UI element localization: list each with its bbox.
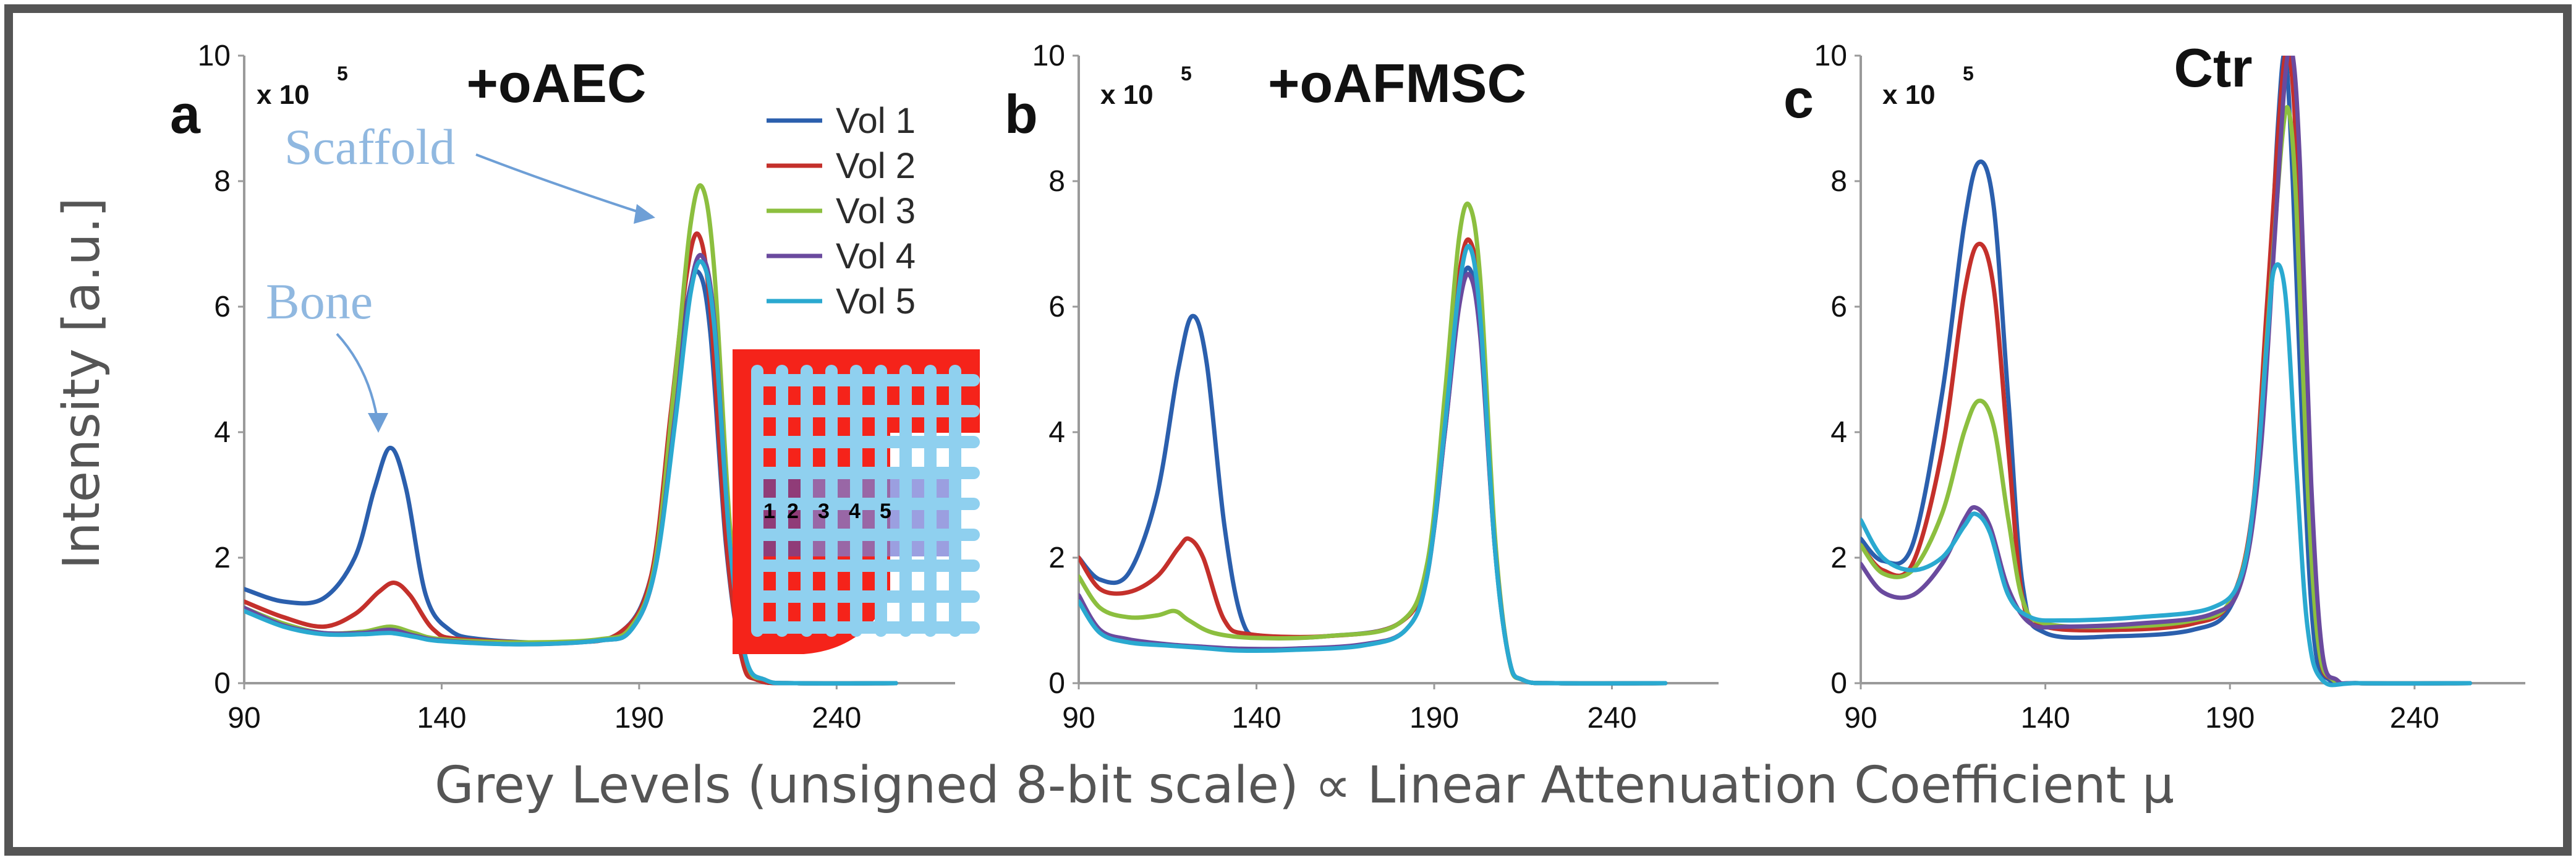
y-scale-exponent-b: 5	[1181, 62, 1192, 85]
y-scale-exponent-c: 5	[1963, 62, 1974, 85]
x-tick-label-b-190: 190	[1409, 702, 1459, 734]
scaffold-arrowhead	[634, 204, 655, 224]
x-tick-label-c-90: 90	[1844, 702, 1877, 734]
series-line-b-vol5	[1079, 244, 1668, 686]
y-tick-label-b-10: 10	[1032, 40, 1065, 72]
legend-label-vol2: Vol 2	[836, 146, 916, 186]
panel-title-a: +oAEC	[467, 53, 647, 114]
series-line-c-vol1	[1861, 56, 2472, 686]
panel-letter-a: a	[170, 83, 201, 145]
panel-letter-b: b	[1005, 83, 1038, 145]
panel-c: 0 2 4 6 8 10 90 140 190 240 x 10 5 Ctr	[1814, 37, 2525, 734]
inset-label-2: 2	[787, 500, 799, 523]
panel-letter-c: c	[1783, 68, 1814, 129]
x-tick-label-a-140: 140	[417, 702, 466, 734]
scaffold-arrow	[475, 153, 653, 218]
y-tick-label-c-10: 10	[1814, 40, 1847, 72]
x-tick-label-b-140: 140	[1231, 702, 1281, 734]
inset-schematic: 1 2 3 4 5	[733, 349, 980, 654]
figure-border	[4, 4, 2572, 856]
legend-label-vol4: Vol 4	[836, 236, 916, 276]
y-tick-label-b-6: 6	[1048, 291, 1065, 323]
scaffold-annotation: Scaffold	[284, 119, 455, 175]
y-tick-label-c-0: 0	[1830, 667, 1847, 700]
y-tick-label-b-0: 0	[1048, 667, 1065, 700]
y-tick-label-a-6: 6	[214, 291, 231, 323]
y-scale-label-c: x 10	[1882, 80, 1936, 110]
y-tick-label-b-8: 8	[1048, 165, 1065, 198]
bone-annotation: Bone	[266, 273, 373, 330]
legend: Vol 1 Vol 2 Vol 3 Vol 4 Vol 5	[767, 101, 916, 321]
bone-arrowhead	[368, 413, 388, 433]
panel-title-c: Ctr	[2174, 37, 2252, 98]
y-scale-label-b: x 10	[1100, 80, 1154, 110]
inset-label-4: 4	[849, 500, 861, 523]
legend-label-vol3: Vol 3	[836, 191, 916, 231]
inset-label-3: 3	[818, 500, 830, 523]
x-tick-label-c-140: 140	[2021, 702, 2070, 734]
y-axis-title: Intensity [a.u.]	[53, 197, 111, 569]
y-tick-label-a-10: 10	[198, 40, 231, 72]
x-tick-label-a-90: 90	[227, 702, 260, 734]
panel-title-b: +oAFMSC	[1268, 53, 1526, 114]
x-axis-title: Grey Levels (unsigned 8-bit scale) ∝ Lin…	[435, 756, 2174, 815]
panel-b: 0 2 4 6 8 10 90 140 190 240 x 10 5 +oAFMSC	[1032, 40, 1719, 734]
y-tick-label-c-8: 8	[1830, 165, 1847, 198]
y-tick-label-a-4: 4	[214, 416, 231, 449]
inset-label-5: 5	[880, 500, 891, 523]
legend-label-vol5: Vol 5	[836, 281, 916, 321]
y-tick-label-c-6: 6	[1830, 291, 1847, 323]
x-tick-label-b-240: 240	[1587, 702, 1636, 734]
y-scale-exponent-a: 5	[337, 62, 348, 85]
y-tick-label-a-2: 2	[214, 542, 231, 574]
x-tick-label-c-190: 190	[2205, 702, 2255, 734]
y-tick-label-c-4: 4	[1830, 416, 1847, 449]
y-tick-label-b-2: 2	[1048, 542, 1065, 574]
x-tick-label-a-190: 190	[614, 702, 664, 734]
inset-label-1: 1	[763, 500, 775, 523]
y-tick-label-a-0: 0	[214, 667, 231, 700]
y-tick-label-c-2: 2	[1830, 542, 1847, 574]
y-scale-label-a: x 10	[257, 80, 310, 110]
y-tick-label-a-8: 8	[214, 165, 231, 198]
y-tick-label-b-4: 4	[1048, 416, 1065, 449]
x-tick-label-c-240: 240	[2390, 702, 2439, 734]
x-tick-label-b-90: 90	[1062, 702, 1095, 734]
legend-label-vol1: Vol 1	[836, 101, 916, 141]
scaffold-grid	[751, 365, 980, 637]
x-tick-label-a-240: 240	[812, 702, 861, 734]
panel-a: 0 2 4 6 8 10 90 140 190 240 x 10 5 +oAEC	[198, 40, 955, 734]
series-line-c-vol5	[1861, 262, 2472, 688]
